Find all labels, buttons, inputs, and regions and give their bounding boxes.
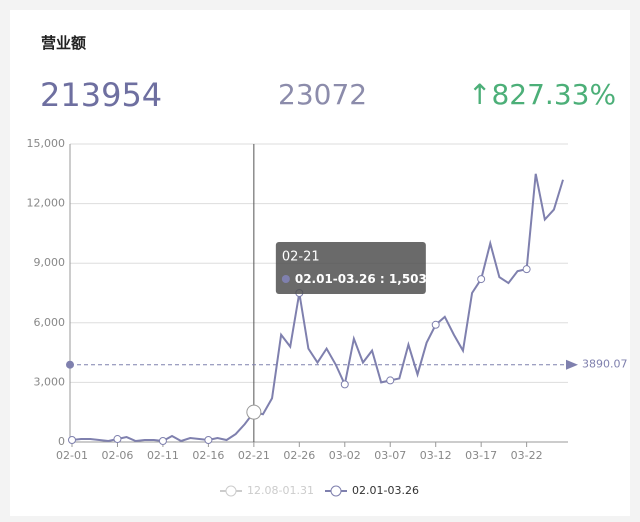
y-tick-label: 12,000 [27,197,66,210]
x-tick-label: 03-07 [374,449,406,462]
mark-line-label: 3890.07 [582,358,628,371]
legend-marker [330,485,342,497]
y-tick-label: 3,000 [34,375,66,388]
mark-line-arrow [566,359,578,370]
y-tick-label: 0 [58,435,65,448]
tooltip-title: 02-21 [282,250,320,265]
point [431,320,440,329]
change-text: 827.33% [491,78,617,111]
tooltip-text: 02.01-03.26 : 1,503 [295,272,427,286]
tooltip-value: 1,503 [389,272,427,286]
tooltip-sep: : [376,272,389,286]
point [522,265,531,274]
previous-value: 23072 [278,78,368,111]
point [158,437,167,446]
legend-label: 12.08-01.31 [247,484,314,497]
legend-label: 02.01-03.26 [352,484,419,497]
tooltip-box [275,242,426,294]
y-tick-label: 9,000 [34,256,66,269]
x-tick-label: 02-11 [147,449,179,462]
point [477,275,486,284]
x-tick-label: 02-26 [283,449,315,462]
point [340,380,349,389]
x-tick-label: 03-02 [329,449,361,462]
point [204,436,213,445]
card-title: 营业额 [41,34,87,52]
line [71,173,564,443]
x-tick-label: 03-17 [465,449,497,462]
y-tick-label: 6,000 [34,316,66,329]
up-arrow: ↑ [468,78,492,111]
x-tick-label: 02-21 [238,449,270,462]
x-tick-label: 02-01 [56,449,88,462]
y-tick-label: 15,000 [27,137,66,150]
current-value: 213954 [40,76,163,114]
tooltip-series: 02.01-03.26 [295,272,376,286]
change-value: ↑827.33% [468,78,616,111]
mark-line-start [66,360,74,369]
tooltip-dot [281,275,290,283]
x-tick-label: 02-16 [192,449,224,462]
point [386,376,395,385]
x-tick-label: 03-12 [420,449,452,462]
point [113,435,122,444]
x-tick-label: 03-22 [511,449,543,462]
x-tick-label: 02-06 [101,449,133,462]
legend-marker [225,485,237,497]
point [246,404,262,420]
point [68,436,76,445]
